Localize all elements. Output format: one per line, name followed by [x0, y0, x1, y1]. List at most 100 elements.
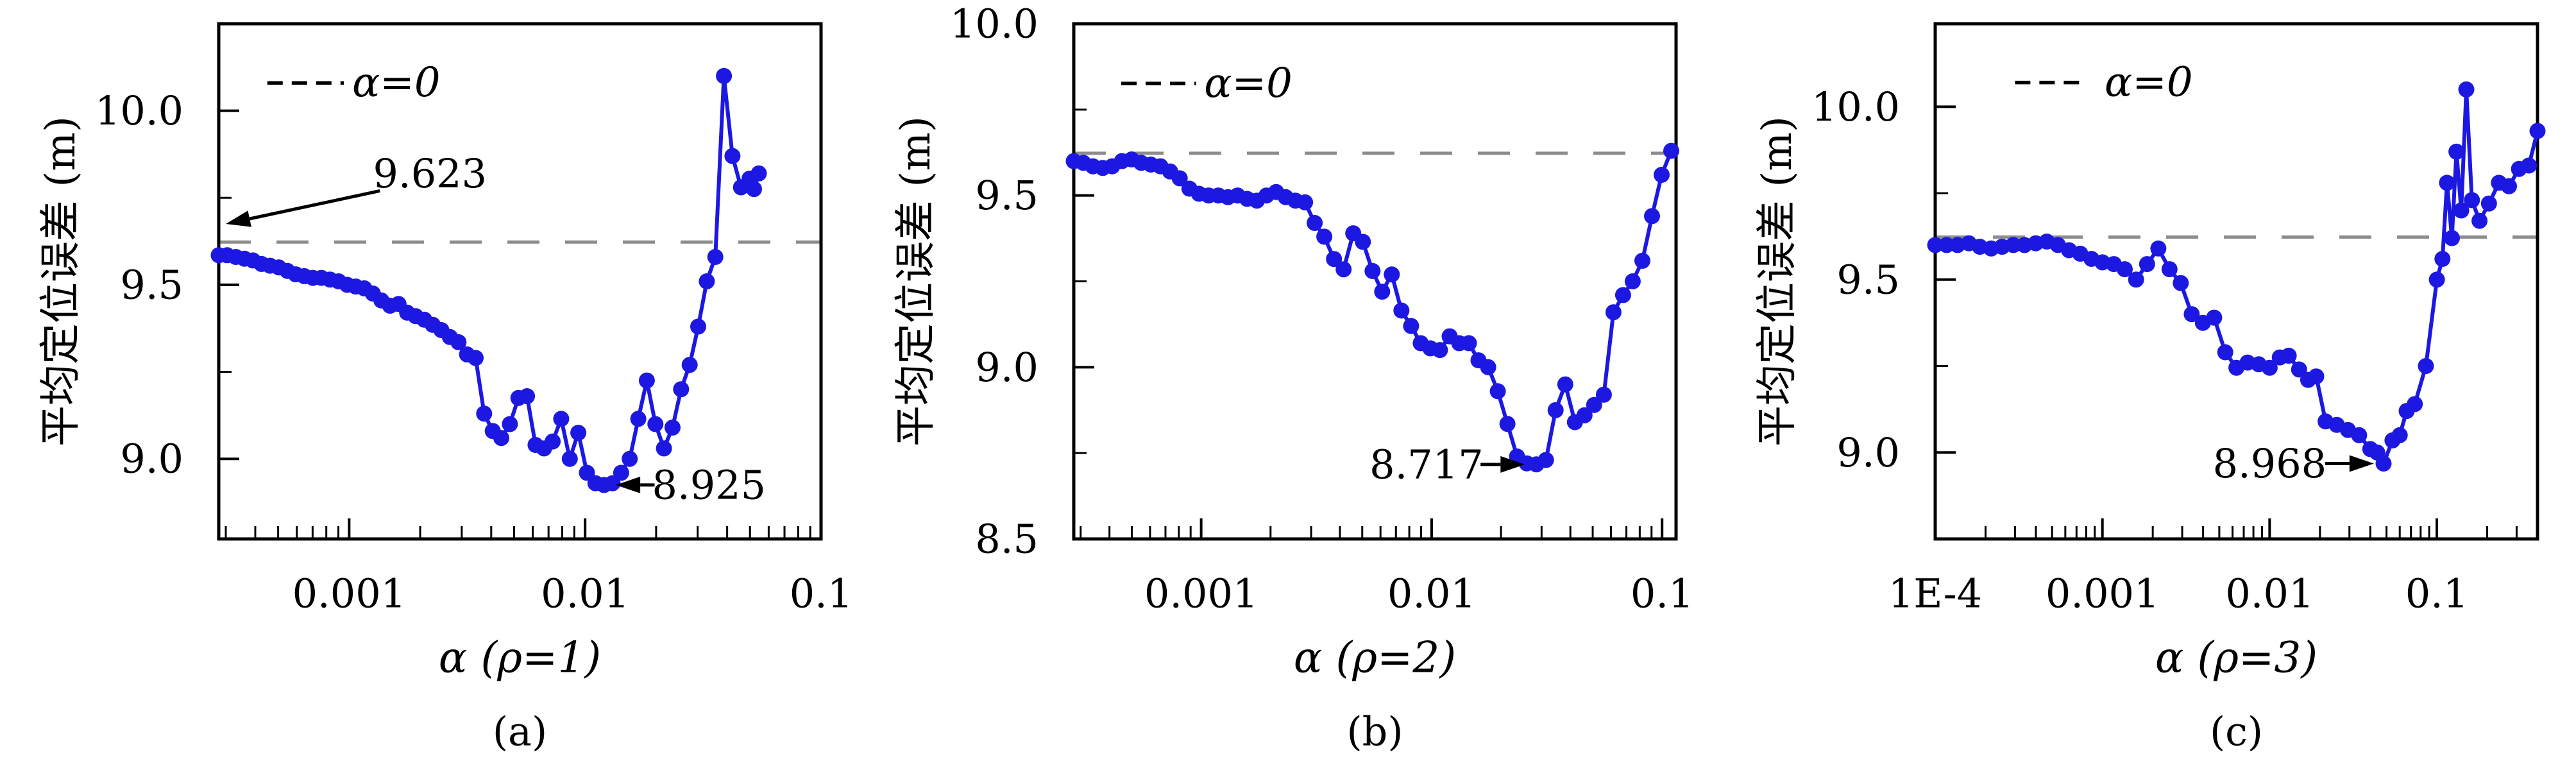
data-point-marker: [1355, 234, 1371, 250]
x-tick-label: 0.1: [790, 570, 853, 617]
data-point-marker: [2128, 271, 2144, 288]
y-tick-label: 9.0: [1836, 429, 1900, 476]
data-point-marker: [613, 465, 629, 481]
data-point-marker: [622, 450, 638, 467]
data-point-marker: [450, 334, 467, 350]
y-tick-label: 10.0: [950, 1, 1038, 47]
annotation-text: 8.717: [1369, 441, 1484, 488]
x-tick-label: 0.001: [2046, 570, 2160, 617]
data-point-marker: [2375, 456, 2392, 472]
y-tick-label: 9.0: [975, 344, 1038, 391]
annotation-arrowhead: [2349, 455, 2374, 472]
axis-box: [1933, 22, 2539, 541]
data-point-marker: [673, 381, 690, 398]
y-tick-label: 9.0: [120, 436, 183, 482]
data-points: [1065, 142, 1679, 473]
data-point-marker: [2351, 427, 2368, 443]
data-point-marker: [2291, 361, 2307, 378]
data-point-marker: [1335, 261, 1352, 278]
data-point-marker: [1364, 262, 1381, 279]
data-point-marker: [1605, 304, 1622, 321]
data-point-marker: [519, 388, 536, 404]
data-point-marker: [553, 411, 570, 427]
annotation-arrowhead: [226, 210, 251, 227]
data-point-marker: [2529, 123, 2546, 139]
y-tick-label: 9.5: [975, 172, 1038, 219]
data-point-marker: [638, 372, 655, 389]
x-axis-label: α (ρ=1): [439, 633, 601, 683]
chart-c: 1E-4 0.001 0.01 0.1 9.0 9.5 10.0 α=0 8.968 α (ρ=3…: [1754, 22, 2546, 755]
legend-label: α=0: [352, 59, 441, 107]
data-point-marker: [1499, 416, 1516, 432]
x-tick-label: 0.001: [292, 570, 407, 617]
data-points: [1927, 81, 2546, 472]
data-point-marker: [1634, 252, 1650, 269]
axis-box: [1072, 22, 1678, 541]
data-point-marker: [699, 273, 715, 289]
data-point-marker: [2521, 157, 2537, 174]
y-axis-label: 平均定位误差 (m): [892, 116, 940, 447]
data-point-marker: [2434, 251, 2451, 267]
data-point-marker: [724, 148, 741, 164]
axis-box: [217, 22, 823, 541]
data-point-marker: [1557, 376, 1573, 393]
data-point-marker: [2439, 175, 2455, 191]
data-point-marker: [630, 411, 647, 427]
x-axis-label: α (ρ=3): [2155, 633, 2318, 683]
y-axis-label: 平均定位误差 (m): [37, 116, 85, 447]
x-tick-label: 1E-4: [1888, 570, 1982, 617]
data-point-marker: [2418, 358, 2434, 374]
data-point-marker: [1393, 302, 1410, 319]
data-point-marker: [2150, 240, 2167, 257]
data-point-marker: [665, 419, 681, 436]
caption: (b): [1346, 708, 1403, 755]
data-point-marker: [1576, 407, 1593, 423]
x-tick-label: 0.1: [1631, 570, 1694, 617]
data-point-marker: [1403, 318, 1419, 334]
data-point-marker: [2117, 261, 2133, 278]
y-tick-label: 8.5: [975, 516, 1038, 563]
data-point-marker: [1374, 284, 1391, 300]
data-point-marker: [476, 405, 493, 422]
data-point-marker: [2480, 195, 2497, 212]
data-point-marker: [1489, 383, 1506, 400]
data-points: [210, 67, 767, 493]
data-point-marker: [2206, 309, 2223, 326]
data-point-marker: [2444, 230, 2460, 246]
y-axis-label: 平均定位误差 (m): [1754, 116, 1801, 447]
legend-label: α=0: [1204, 60, 1292, 107]
x-tick-label: 0.01: [1387, 570, 1476, 617]
data-point-marker: [468, 350, 484, 366]
data-point-marker: [1297, 194, 1314, 210]
annotation-arrowhead: [616, 476, 641, 493]
data-point-marker: [1171, 170, 1188, 187]
data-point-marker: [1614, 287, 1631, 303]
data-point-marker: [716, 67, 733, 84]
annotation-text: 8.968: [2213, 440, 2327, 487]
data-point-marker: [1654, 167, 1670, 183]
data-point-marker: [2428, 271, 2445, 288]
data-point-marker: [1644, 208, 1660, 225]
x-tick-label: 0.001: [1144, 570, 1258, 617]
data-point-marker: [1307, 215, 1323, 231]
data-point-marker: [1586, 397, 1602, 413]
caption: (a): [493, 708, 547, 755]
x-axis-label: α (ρ=2): [1294, 633, 1456, 683]
data-point-marker: [1547, 402, 1564, 418]
chart-a: 0.001 0.01 0.1 9.0 9.5 10.0 α=0 9.623 8.925 α (ρ=…: [37, 22, 853, 755]
data-point-marker: [2161, 261, 2178, 278]
data-point-marker: [656, 440, 672, 457]
data-point-marker: [2464, 192, 2480, 209]
data-point-marker: [1624, 273, 1641, 289]
legend-label: α=0: [2105, 59, 2193, 107]
x-tick-label: 0.1: [2405, 570, 2469, 617]
data-point-marker: [1461, 335, 1477, 352]
y-tick-label: 9.5: [120, 261, 183, 308]
data-point-marker: [2139, 256, 2155, 273]
data-point-marker: [1663, 142, 1679, 159]
data-point-marker: [746, 181, 762, 198]
data-point-marker: [2280, 347, 2297, 364]
data-point-marker: [2471, 212, 2488, 229]
